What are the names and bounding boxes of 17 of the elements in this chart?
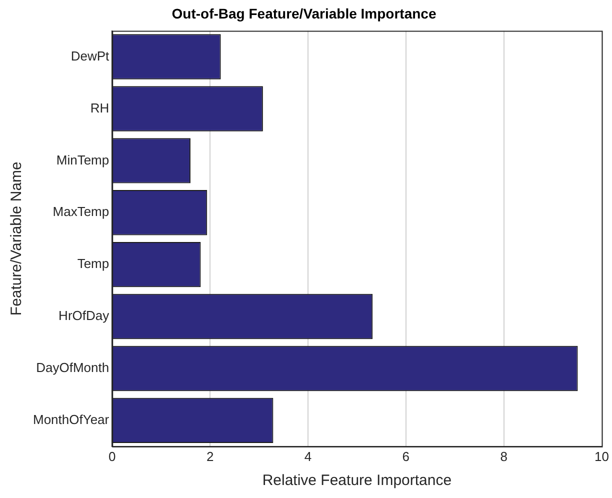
x-axis-title: Relative Feature Importance [262, 472, 452, 490]
y-tick-label: DayOfMonth [36, 360, 110, 376]
y-tick-label: Temp [77, 256, 110, 272]
y-tick-label: MaxTemp [52, 204, 110, 220]
y-tick-label: DewPt [70, 48, 110, 64]
x-tick-label: 4 [304, 448, 312, 464]
x-tick-label: 6 [402, 448, 410, 464]
y-axis-title: Feature/Variable Name [8, 162, 26, 316]
chart-title: Out-of-Bag Feature/Variable Importance [172, 5, 436, 22]
x-tick-label: 10 [594, 448, 610, 464]
y-tick-label: MinTemp [56, 152, 110, 168]
y-tick-label: RH [90, 100, 110, 116]
y-tick-label: HrOfDay [58, 308, 110, 324]
x-tick-label: 0 [108, 448, 116, 464]
x-tick-label: 2 [206, 448, 214, 464]
x-tick-label: 8 [500, 448, 508, 464]
y-tick-label: MonthOfYear [32, 412, 110, 428]
